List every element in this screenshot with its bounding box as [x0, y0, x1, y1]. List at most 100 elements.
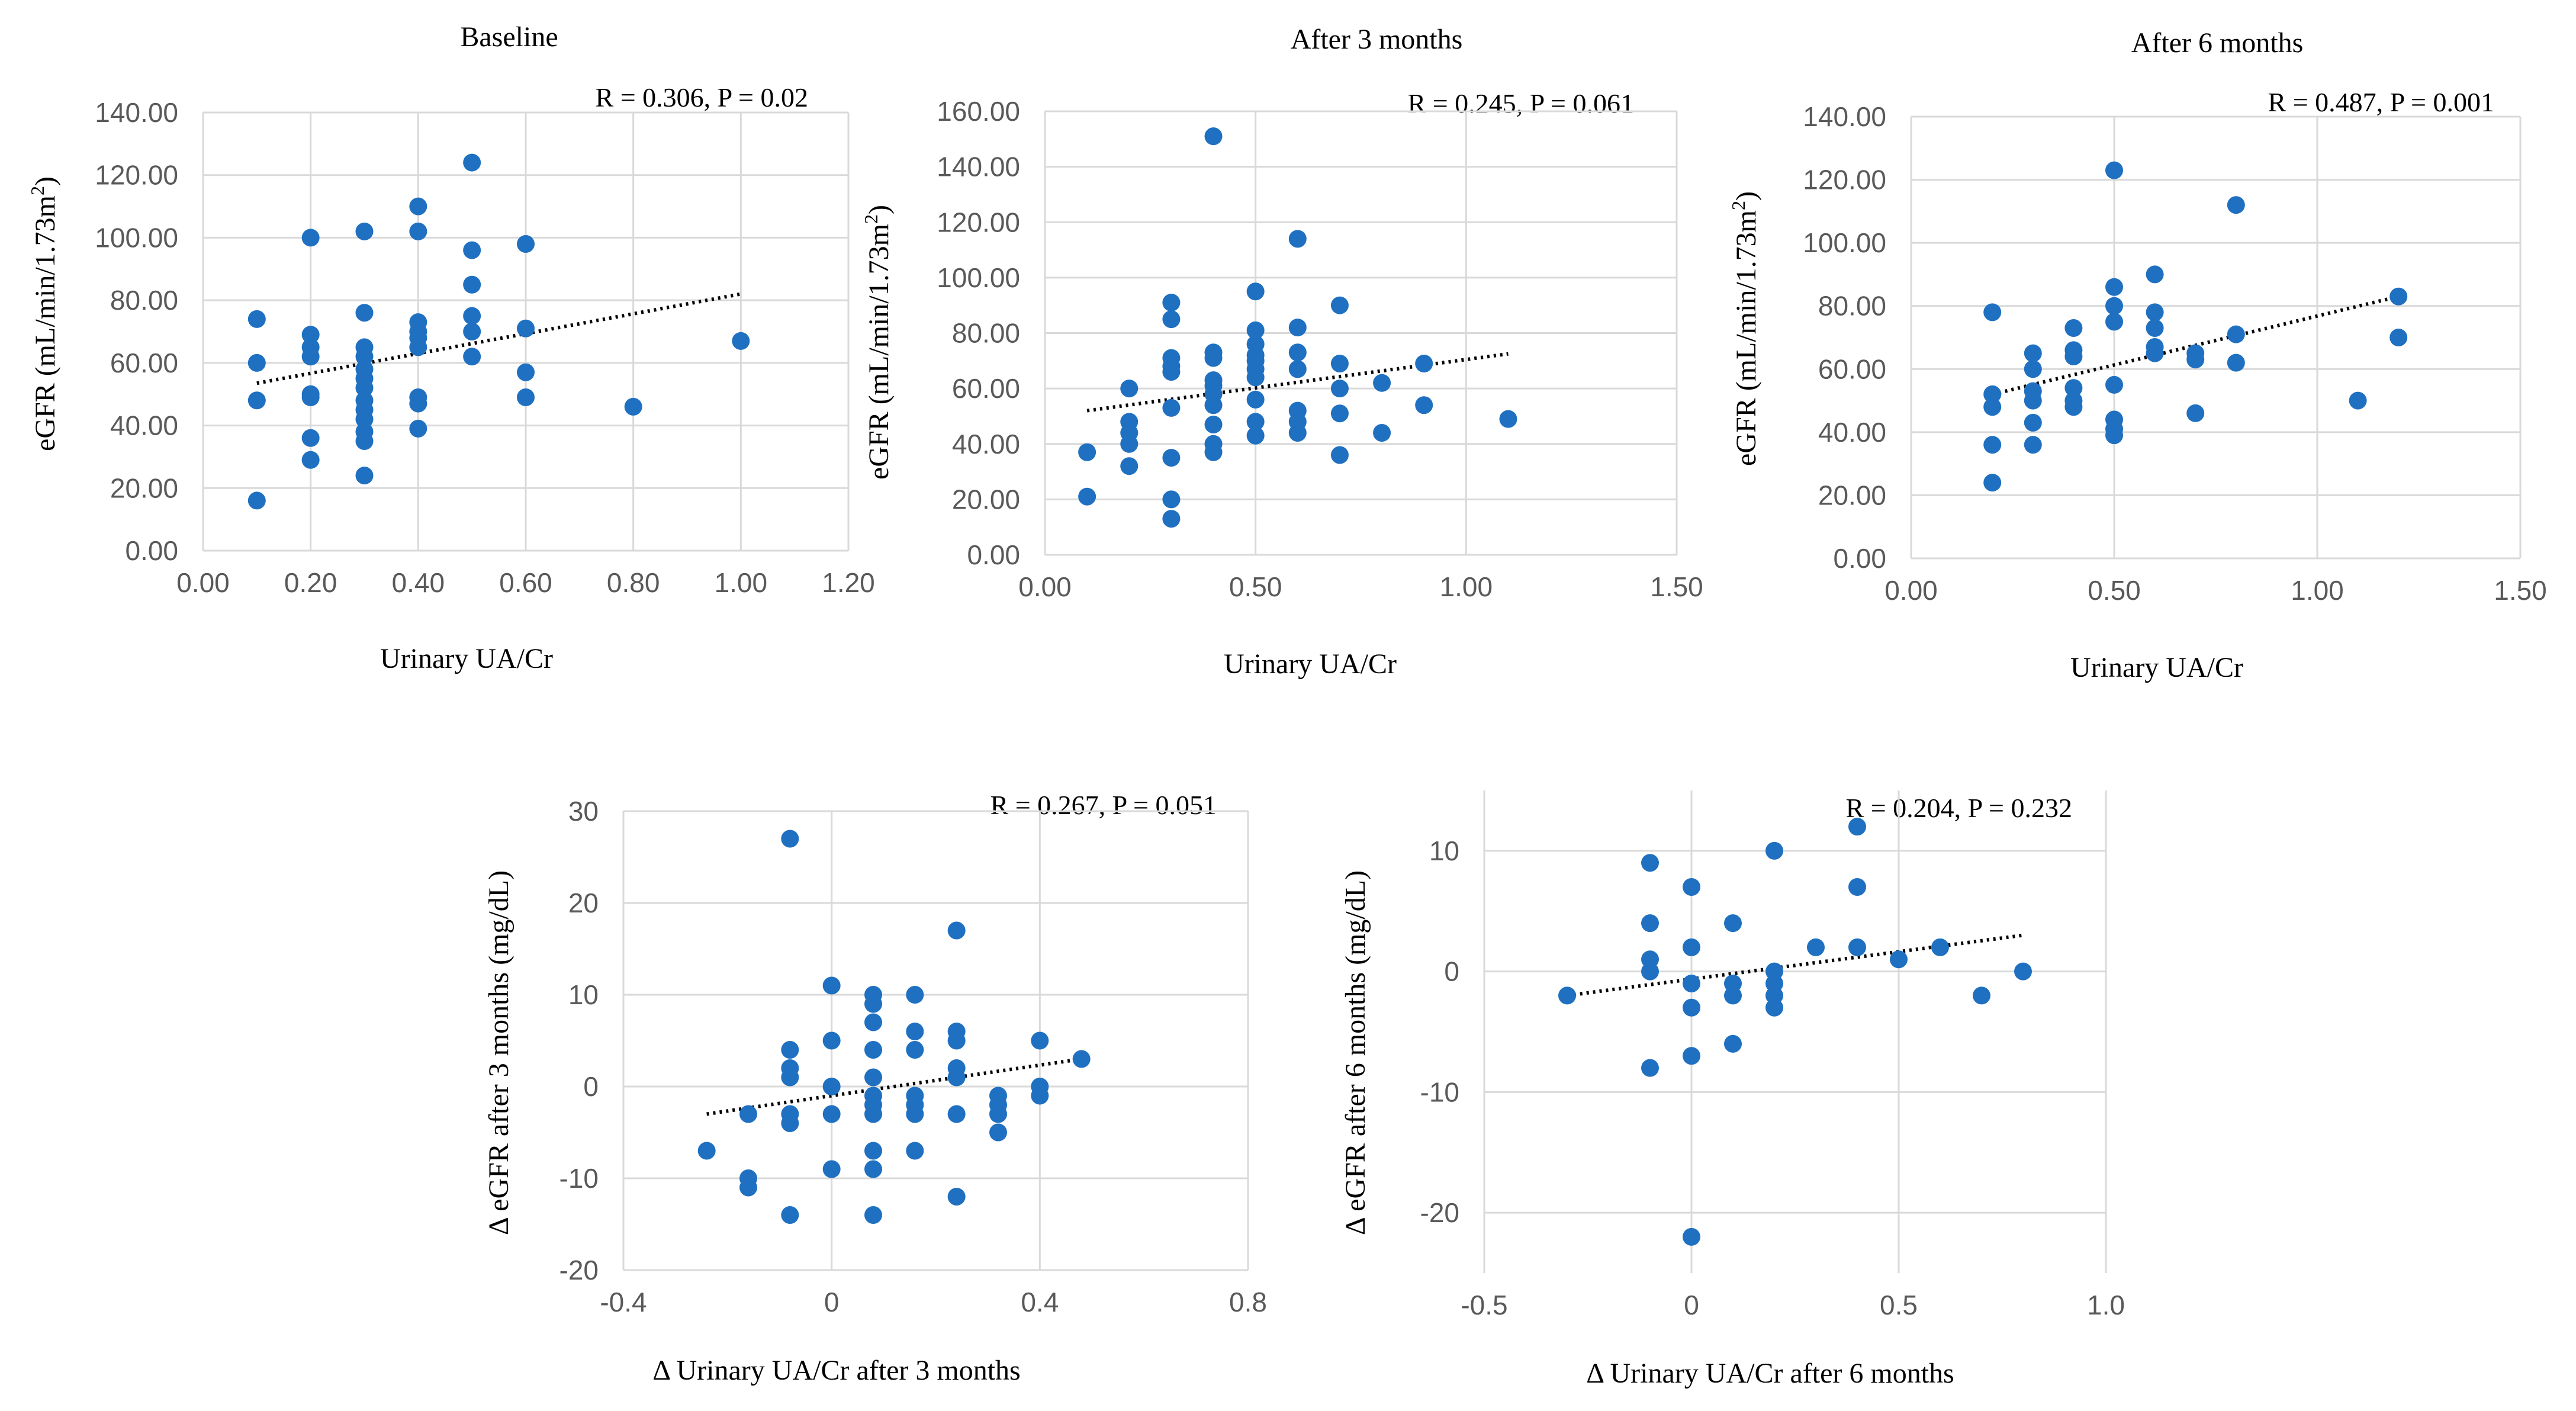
data-point — [1373, 424, 1391, 442]
data-point — [781, 1041, 799, 1059]
data-point — [2024, 344, 2042, 362]
data-point — [301, 451, 320, 469]
y-tick-label: -10 — [559, 1163, 599, 1194]
data-point — [2105, 278, 2123, 296]
x-tick-label: 1.50 — [2494, 575, 2547, 606]
data-point — [355, 348, 374, 366]
y-tick-label: 20 — [568, 888, 599, 918]
y-tick-label: 20.00 — [110, 473, 178, 503]
data-point — [989, 1123, 1007, 1142]
data-point — [781, 1114, 799, 1132]
x-tick-label: 1.00 — [715, 567, 768, 598]
x-axis-label: Urinary UA/Cr — [380, 643, 553, 674]
y-tick-label: 0 — [583, 1071, 599, 1102]
data-point — [1204, 127, 1223, 146]
data-point — [2064, 319, 2083, 338]
data-point — [781, 1206, 799, 1224]
data-point — [2014, 962, 2032, 981]
chart-title: Baseline — [460, 21, 558, 53]
y-tick-label: 80.00 — [110, 285, 178, 316]
data-point — [301, 229, 320, 247]
data-point — [906, 986, 924, 1004]
data-point — [1724, 986, 1742, 1005]
panel-delta-6-months: R = 0.204, P = 0.232 Δ Urinary UA/Cr aft… — [1340, 790, 2125, 1389]
data-point — [1415, 354, 1433, 372]
y-tick-label: 100.00 — [1803, 227, 1886, 258]
data-point — [1641, 854, 1659, 872]
data-point — [1983, 474, 2002, 492]
data-point — [463, 275, 481, 294]
data-point — [1973, 986, 1990, 1005]
data-point — [2146, 303, 2164, 322]
data-point — [1204, 396, 1223, 414]
data-point — [1162, 490, 1181, 509]
panel-baseline: Baseline R = 0.306, P = 0.02 Urinary UA/… — [27, 21, 875, 674]
y-tick-label: 10 — [568, 979, 599, 1010]
data-point — [822, 1160, 841, 1178]
y-tick-label: 140.00 — [937, 152, 1020, 182]
y-tick-label: 30 — [568, 796, 599, 827]
y-tick-label: 120.00 — [95, 160, 178, 191]
data-point — [1724, 1034, 1742, 1053]
data-point — [1683, 998, 1700, 1017]
data-point — [1848, 938, 1866, 956]
data-point — [697, 1142, 716, 1160]
data-point — [2146, 265, 2164, 284]
data-point — [1765, 841, 1783, 860]
data-point — [463, 323, 481, 340]
data-point — [1983, 398, 2002, 416]
x-tick-label: 1.00 — [2291, 575, 2344, 606]
y-tick-label: 40.00 — [952, 429, 1020, 459]
y-tick-label: 40.00 — [110, 410, 178, 441]
data-point — [1683, 975, 1700, 992]
data-point — [1330, 404, 1349, 423]
correlation-stat: R = 0.245, P = 0.061 — [1408, 88, 1634, 118]
data-point — [409, 419, 427, 438]
data-point — [1246, 368, 1265, 387]
x-tick-label: 0 — [824, 1287, 840, 1317]
y-tick-label: 40.00 — [1818, 417, 1886, 448]
data-point — [463, 153, 481, 172]
x-tick-label: 0 — [1684, 1290, 1699, 1320]
y-tick-label: 0 — [1444, 956, 1459, 987]
x-tick-label: -0.4 — [600, 1287, 647, 1317]
x-tick-label: 0.00 — [176, 567, 230, 598]
data-point — [864, 1105, 882, 1123]
data-point — [822, 1078, 841, 1095]
data-point — [355, 379, 374, 397]
x-tick-label: 0.20 — [284, 567, 337, 598]
data-point — [517, 319, 535, 338]
data-point — [1246, 282, 1265, 301]
data-point — [2390, 329, 2408, 346]
y-tick-label: 100.00 — [937, 262, 1020, 293]
x-tick-label: 1.20 — [822, 567, 875, 598]
data-point — [1415, 396, 1433, 414]
data-point — [1031, 1087, 1049, 1105]
data-point — [1162, 449, 1181, 467]
data-point — [1848, 878, 1866, 896]
data-point — [517, 388, 535, 406]
data-point — [1765, 998, 1783, 1017]
data-point — [1288, 360, 1307, 378]
data-point — [1890, 950, 1908, 969]
data-point — [1807, 938, 1825, 956]
data-point — [1683, 1227, 1700, 1246]
data-point — [2227, 196, 2245, 214]
x-tick-label: 0.00 — [1884, 575, 1938, 606]
y-tick-label: -20 — [559, 1255, 599, 1285]
y-tick-label: 60.00 — [110, 348, 178, 378]
data-point — [1246, 413, 1265, 431]
data-point — [906, 1041, 924, 1059]
data-point — [2024, 436, 2042, 454]
data-point — [1204, 415, 1223, 433]
data-point — [1641, 962, 1659, 981]
data-point — [2064, 398, 2083, 416]
data-point — [2146, 344, 2164, 362]
x-tick-label: 1.00 — [1440, 571, 1493, 602]
data-point — [864, 1206, 882, 1224]
data-point — [2024, 391, 2042, 410]
data-point — [301, 326, 320, 344]
data-point — [1162, 310, 1181, 329]
plot-area: -0.5 0 0.5 1.0 -20 -10 0 10 — [1420, 790, 2125, 1320]
